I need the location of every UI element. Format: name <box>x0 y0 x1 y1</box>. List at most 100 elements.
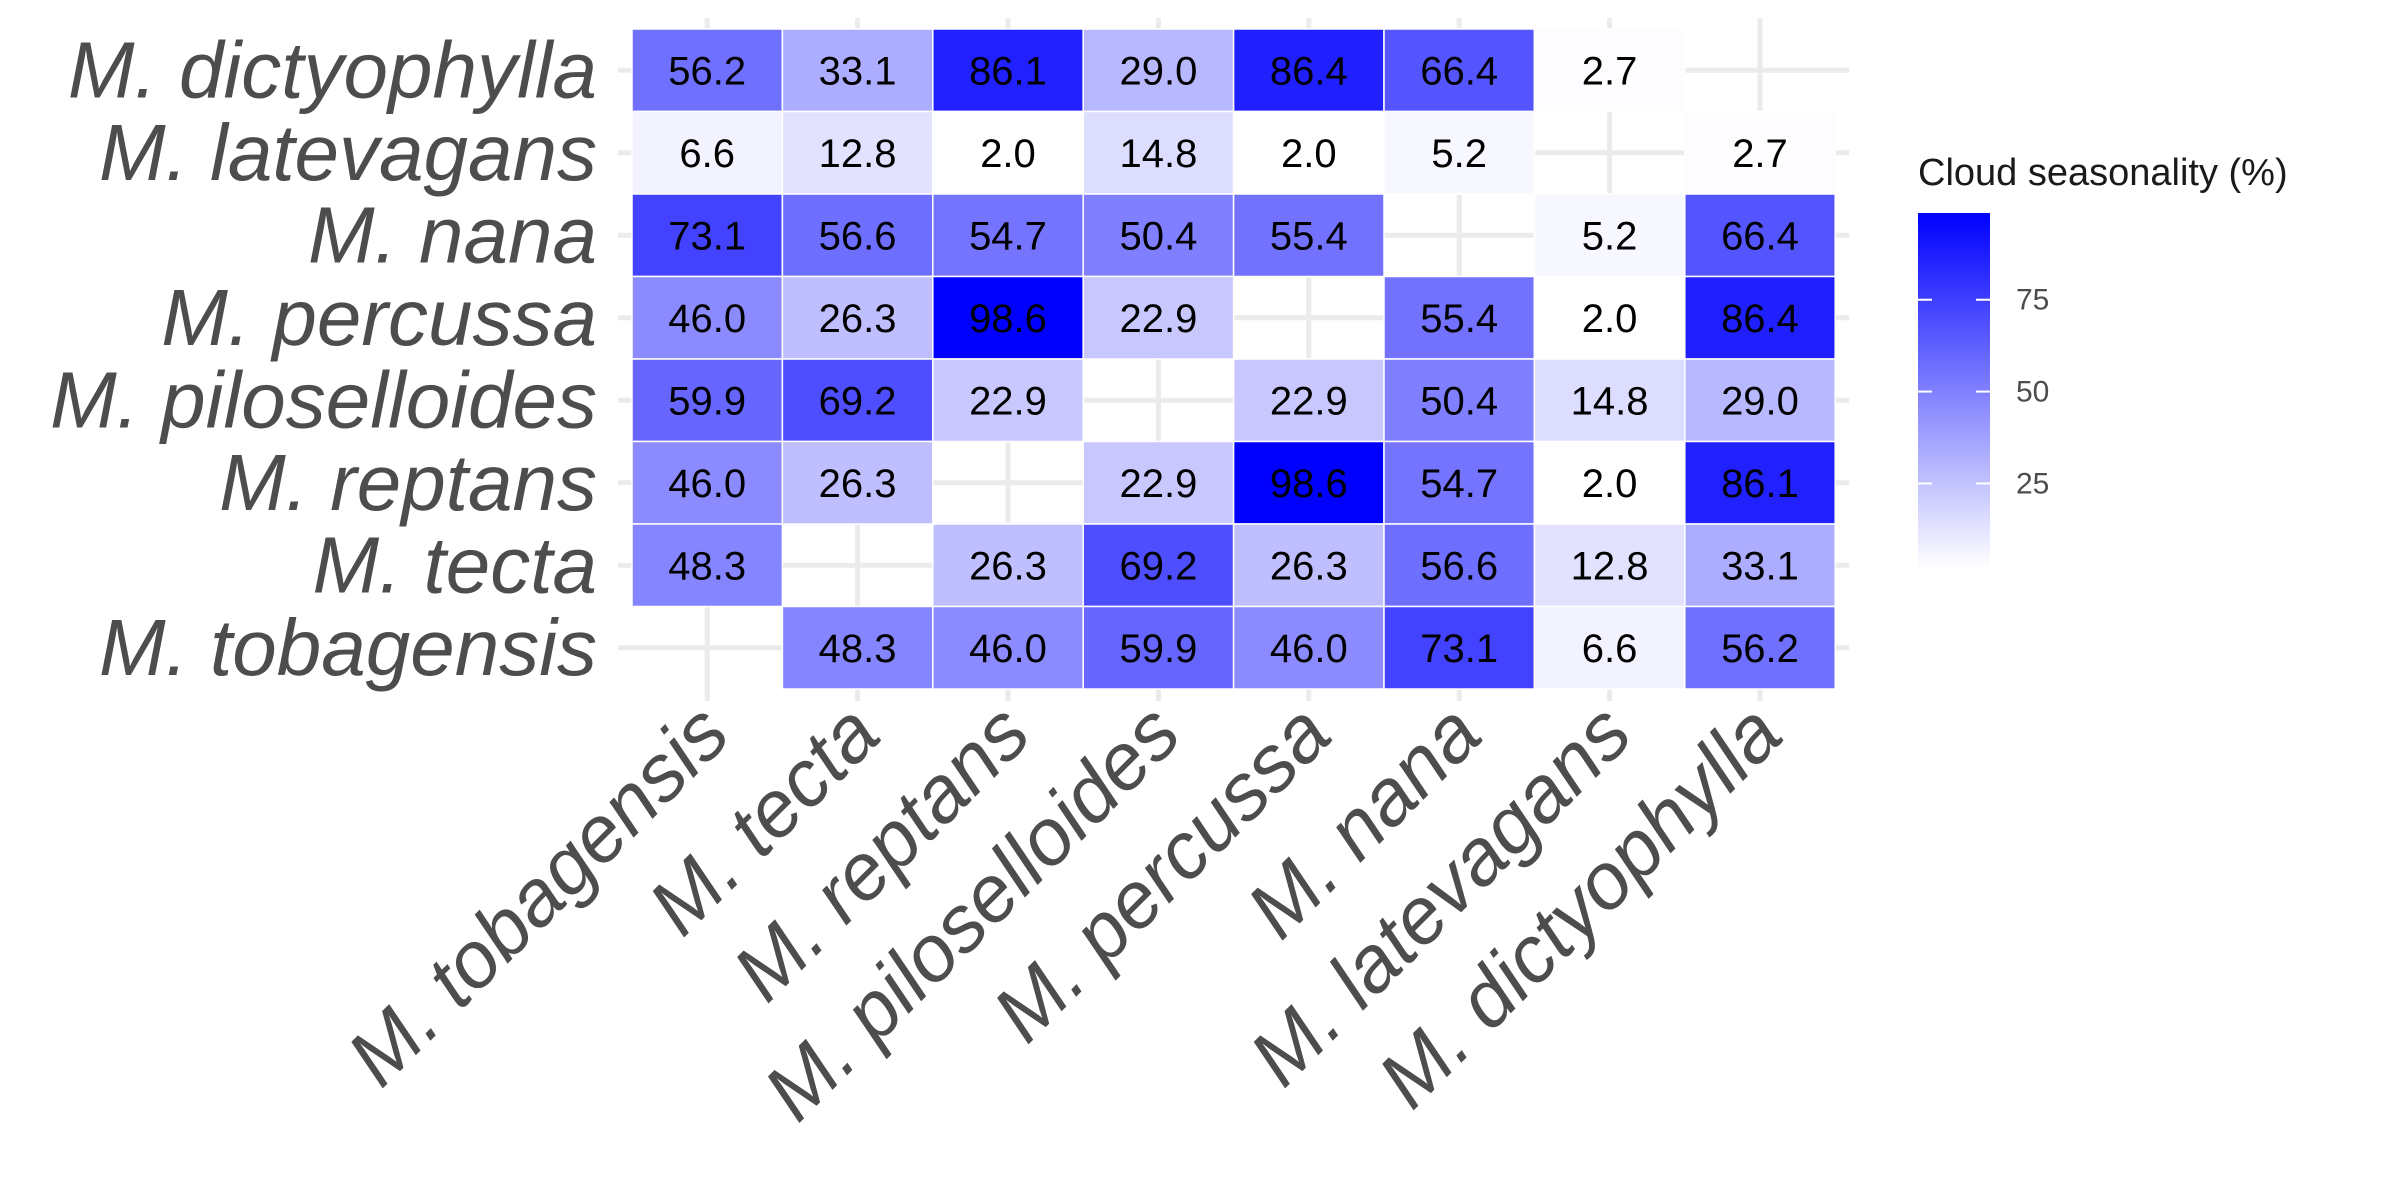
heatmap-cell <box>1232 440 1385 525</box>
heatmap-cell <box>1082 28 1235 113</box>
heatmap-cell <box>631 28 784 113</box>
cell-value-label: 2.0 <box>980 132 1036 176</box>
cell-value-label: 66.4 <box>1721 214 1799 258</box>
heatmap-cell <box>1684 358 1836 443</box>
heatmap-cell <box>1533 523 1686 608</box>
heatmap-cell <box>1383 440 1536 525</box>
cell-value-label: 14.8 <box>1119 132 1197 176</box>
cell-value-label: 46.0 <box>969 627 1047 671</box>
cell-value-label: 5.2 <box>1431 132 1487 176</box>
cell-value-label: 48.3 <box>668 544 746 588</box>
cell-value-label: 50.4 <box>1119 214 1197 258</box>
cell-value-label: 29.0 <box>1119 49 1197 93</box>
y-axis-label: M. piloselloides <box>50 355 597 444</box>
cell-value-label: 86.1 <box>1721 462 1799 506</box>
cell-value-label: 46.0 <box>668 462 746 506</box>
heatmap-cells <box>631 28 1836 690</box>
cell-value-label: 22.9 <box>1270 379 1348 423</box>
cell-value-label: 22.9 <box>1119 462 1197 506</box>
y-axis-label: M. latevagans <box>99 108 597 197</box>
heatmap-cell <box>932 275 1084 360</box>
heatmap-cell <box>1684 605 1836 690</box>
cell-value-label: 56.2 <box>1721 627 1799 671</box>
cell-value-label: 98.6 <box>969 297 1047 341</box>
cell-value-label: 55.4 <box>1270 214 1348 258</box>
cell-value-label: 26.3 <box>819 297 897 341</box>
cell-value-label: 14.8 <box>1571 379 1649 423</box>
heatmap-cell <box>1082 605 1235 690</box>
heatmap-cell <box>781 28 934 113</box>
cell-value-label: 59.9 <box>668 379 746 423</box>
cell-value-label: 86.4 <box>1270 49 1348 93</box>
heatmap-cell <box>1684 275 1836 360</box>
heatmap-cell <box>1383 523 1536 608</box>
cell-value-label: 2.7 <box>1732 132 1788 176</box>
cell-value-label: 55.4 <box>1420 297 1498 341</box>
heatmap-cell <box>1684 523 1836 608</box>
cell-value-label: 56.6 <box>819 214 897 258</box>
cell-value-label: 59.9 <box>1119 627 1197 671</box>
heatmap-cell <box>631 358 784 443</box>
heatmap-cell <box>781 275 934 360</box>
y-axis-label: M. reptans <box>219 438 597 527</box>
heatmap-cell <box>1082 193 1235 278</box>
heatmap-cell <box>631 523 784 608</box>
heatmap-cell <box>1533 28 1686 113</box>
heatmap-cell <box>1684 110 1836 195</box>
cell-value-label: 5.2 <box>1582 214 1638 258</box>
heatmap-cell <box>932 28 1084 113</box>
cell-value-label: 6.6 <box>679 132 735 176</box>
heatmap-cell <box>932 523 1084 608</box>
legend-colorbar <box>1918 213 1990 568</box>
cell-value-label: 73.1 <box>668 214 746 258</box>
cell-value-label: 56.6 <box>1420 544 1498 588</box>
heatmap-cell-labels: 56.2 33.1 86.1 29.0 86.4 66.4 2.7 6.6 12.8 2.0 14.… <box>668 49 1799 671</box>
cell-value-label: 73.1 <box>1420 627 1498 671</box>
cell-value-label: 26.3 <box>969 544 1047 588</box>
heatmap-cell <box>1533 358 1686 443</box>
heatmap-cell <box>1533 193 1686 278</box>
heatmap-cell <box>932 110 1084 195</box>
heatmap-cell <box>1232 193 1385 278</box>
legend-tick-label: 75 <box>2016 284 2049 317</box>
cell-value-label: 98.6 <box>1270 462 1348 506</box>
y-axis-label: M. tobagensis <box>99 603 597 692</box>
cell-value-label: 69.2 <box>1119 544 1197 588</box>
y-axis-label: M. nana <box>308 190 597 279</box>
legend-title: Cloud seasonality (%) <box>1918 152 2288 194</box>
cell-value-label: 2.0 <box>1582 297 1638 341</box>
heatmap-cell <box>1082 110 1235 195</box>
cell-value-label: 2.0 <box>1281 132 1337 176</box>
heatmap-cell <box>1533 605 1686 690</box>
heatmap-cell <box>781 440 934 525</box>
cell-value-label: 33.1 <box>819 49 897 93</box>
cell-value-label: 22.9 <box>969 379 1047 423</box>
cell-value-label: 56.2 <box>668 49 746 93</box>
cell-value-label: 26.3 <box>1270 544 1348 588</box>
cell-value-label: 26.3 <box>819 462 897 506</box>
cell-value-label: 48.3 <box>819 627 897 671</box>
legend-ticks: 25 50 75 <box>1918 284 2049 500</box>
heatmap-cell <box>781 358 934 443</box>
heatmap-cell <box>631 110 784 195</box>
cell-value-label: 50.4 <box>1420 379 1498 423</box>
heatmap-cell <box>1684 193 1836 278</box>
y-axis-label: M. percussa <box>161 273 597 362</box>
heatmap-cell <box>781 110 934 195</box>
heatmap-cell <box>1082 275 1235 360</box>
heatmap-cell <box>932 358 1084 443</box>
cell-value-label: 2.0 <box>1582 462 1638 506</box>
cell-value-label: 66.4 <box>1420 49 1498 93</box>
cell-value-label: 12.8 <box>819 132 897 176</box>
cell-value-label: 12.8 <box>1571 544 1649 588</box>
heatmap-cell <box>781 605 934 690</box>
heatmap-cell <box>1533 275 1686 360</box>
cell-value-label: 54.7 <box>969 214 1047 258</box>
y-axis-label: M. tecta <box>312 520 597 609</box>
legend-tick-label: 25 <box>2016 467 2049 500</box>
heatmap-cell <box>1232 358 1385 443</box>
heatmap-cell <box>1232 28 1385 113</box>
heatmap-cell <box>631 193 784 278</box>
